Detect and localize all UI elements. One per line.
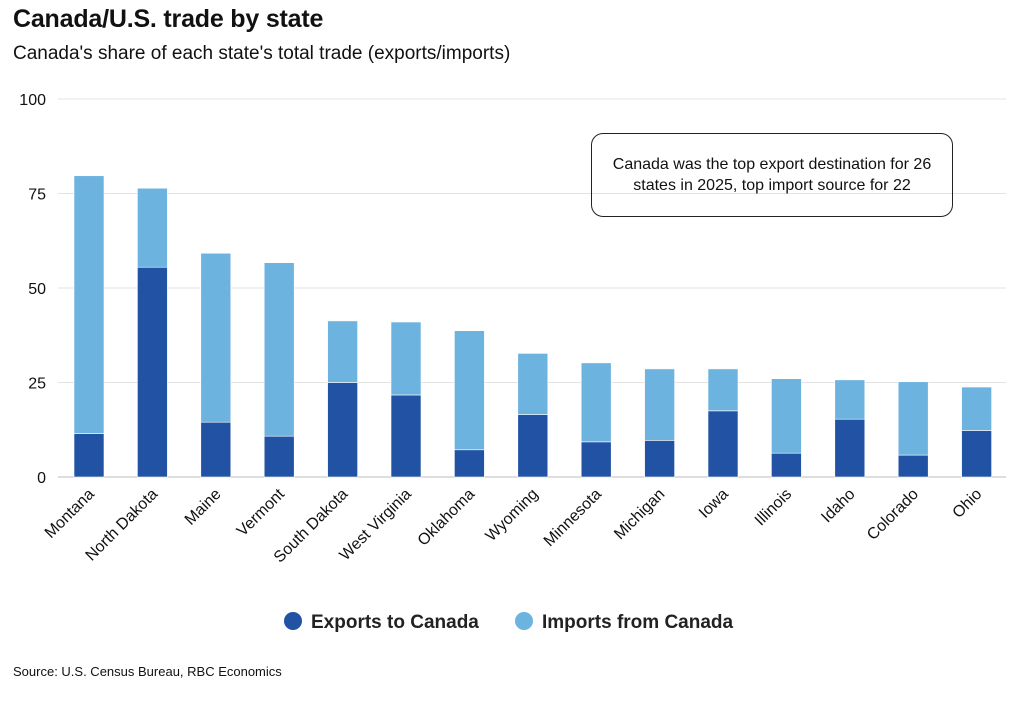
x-tick-label: Ohio: [950, 486, 986, 522]
y-tick-label: 100: [19, 92, 46, 109]
chart-subtitle: Canada's share of each state's total tra…: [13, 43, 511, 64]
x-tick-label: Michigan: [611, 486, 668, 543]
y-tick-label: 50: [28, 281, 46, 298]
bar-exports: [834, 418, 866, 478]
bar-imports: [73, 175, 105, 434]
annotation-box: Canada was the top export destination fo…: [591, 133, 953, 217]
bar-imports: [137, 187, 168, 268]
bar-exports: [961, 430, 992, 478]
bar-exports: [897, 454, 929, 478]
bar-exports: [771, 452, 802, 478]
legend-label: Imports from Canada: [542, 612, 734, 633]
x-tick-label: Montana: [42, 486, 98, 542]
y-axis-ticks: 0 25 50 75 100: [19, 92, 46, 487]
bar-imports: [771, 378, 802, 454]
legend-swatch: [284, 612, 302, 630]
x-tick-label: Vermont: [234, 485, 289, 540]
bar-imports: [327, 320, 358, 383]
x-tick-label: Iowa: [696, 486, 732, 522]
bars: [73, 175, 992, 478]
bar-imports: [517, 353, 549, 415]
x-tick-label: Maine: [182, 486, 225, 529]
bar-exports: [73, 433, 105, 478]
bar-imports: [707, 368, 739, 412]
legend-swatch: [515, 612, 533, 630]
bar-imports: [263, 262, 295, 437]
y-tick-label: 25: [28, 376, 46, 393]
x-tick-label: Colorado: [864, 486, 922, 544]
bar-exports: [517, 414, 549, 478]
bar-imports: [834, 379, 866, 420]
bar-exports: [263, 435, 295, 478]
x-tick-label: Minnesota: [541, 486, 605, 550]
legend-label: Exports to Canada: [311, 612, 479, 633]
bar-exports: [644, 440, 675, 478]
bar-exports: [390, 394, 422, 478]
bar-exports: [200, 421, 232, 478]
bar-exports: [327, 382, 358, 478]
bar-imports: [390, 321, 422, 396]
y-tick-label: 75: [28, 187, 46, 204]
x-tick-label: Wyoming: [483, 486, 542, 545]
bar-exports: [707, 410, 739, 478]
source-note: Source: U.S. Census Bureau, RBC Economic…: [13, 664, 282, 679]
bar-exports: [580, 441, 612, 478]
bar-imports: [200, 252, 232, 423]
y-tick-label: 0: [37, 470, 46, 487]
bar-exports: [454, 449, 485, 478]
chart-title: Canada/U.S. trade by state: [13, 5, 324, 33]
bar-imports: [644, 368, 675, 441]
bar-imports: [454, 330, 485, 451]
x-tick-label: Illinois: [752, 486, 795, 529]
x-tick-label: Idaho: [818, 486, 858, 526]
bar-imports: [961, 386, 992, 431]
bar-exports: [137, 266, 168, 478]
bar-imports: [580, 362, 612, 443]
x-tick-label: Oklahoma: [415, 486, 479, 550]
bar-imports: [897, 381, 929, 456]
legend: Exports to Canada Imports from Canada: [284, 612, 734, 633]
